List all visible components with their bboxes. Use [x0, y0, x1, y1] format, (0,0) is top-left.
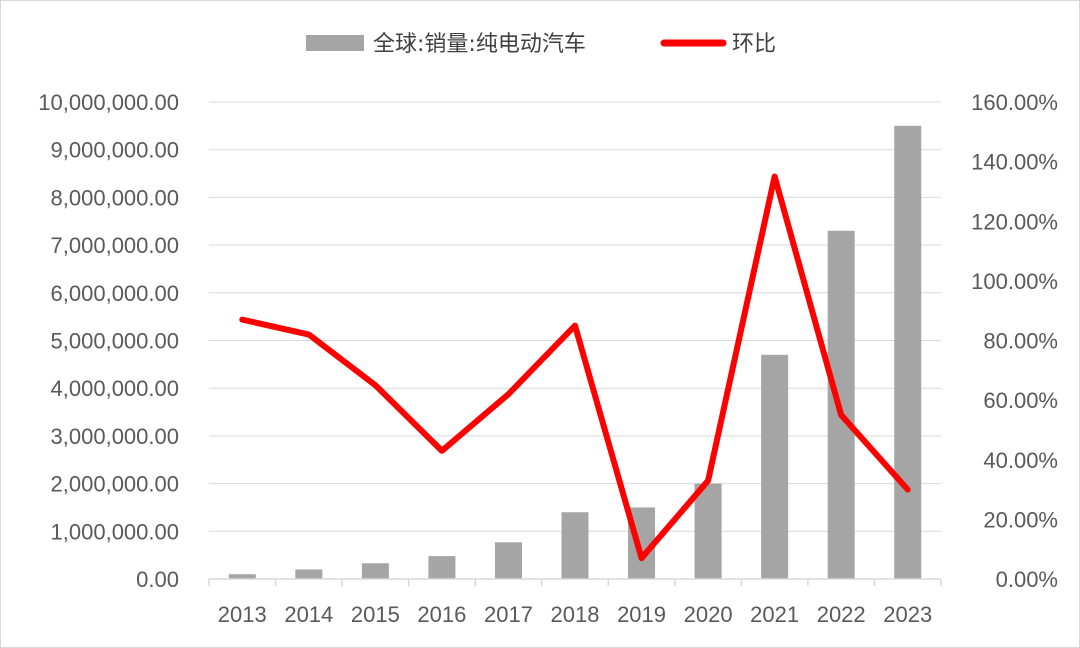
left-tick-label: 5,000,000.00: [51, 329, 179, 354]
legend: 全球:销量:纯电动汽车 环比: [306, 32, 776, 57]
x-tick-label: 2013: [218, 602, 267, 627]
left-tick-label: 0.00: [136, 567, 179, 592]
bar-2017: [494, 542, 522, 579]
axes: [208, 578, 942, 586]
x-tick-label: 2016: [417, 602, 466, 627]
legend-bar-swatch: [306, 35, 364, 51]
x-tick-label: 2023: [883, 602, 932, 627]
x-tick-label: 2014: [284, 602, 333, 627]
bar-2014: [295, 569, 323, 579]
left-tick-label: 10,000,000.00: [38, 90, 179, 115]
left-tick-label: 2,000,000.00: [51, 472, 179, 497]
right-tick-label: 0.00%: [996, 567, 1058, 592]
x-tick-label: 2017: [484, 602, 533, 627]
left-tick-label: 3,000,000.00: [51, 424, 179, 449]
line-growth-rate: [239, 173, 911, 562]
x-tick-label: 2021: [750, 602, 799, 627]
right-tick-label: 160.00%: [971, 90, 1058, 115]
right-tick-label: 100.00%: [971, 269, 1058, 294]
bar-2015: [361, 563, 389, 579]
x-tick-label: 2015: [351, 602, 400, 627]
left-tick-label: 7,000,000.00: [51, 233, 179, 258]
bar-2018: [561, 512, 589, 579]
right-tick-label: 60.00%: [983, 388, 1058, 413]
bar-2013: [228, 574, 256, 579]
bar-2023: [894, 125, 922, 579]
x-tick-label: 2020: [684, 602, 733, 627]
right-tick-label: 80.00%: [983, 329, 1058, 354]
gridlines: [209, 101, 941, 532]
bar-2020: [694, 483, 722, 579]
bar-2021: [761, 354, 789, 579]
left-tick-label: 1,000,000.00: [51, 519, 179, 544]
x-tick-label: 2019: [617, 602, 666, 627]
line-series: [239, 173, 911, 562]
x-tick-label: 2022: [817, 602, 866, 627]
left-tick-label: 4,000,000.00: [51, 376, 179, 401]
legend-line-label: 环比: [732, 32, 776, 57]
right-tick-label: 140.00%: [971, 150, 1058, 175]
right-tick-label: 40.00%: [983, 448, 1058, 473]
right-tick-label: 120.00%: [971, 209, 1058, 234]
left-tick-label: 8,000,000.00: [51, 185, 179, 210]
left-tick-label: 9,000,000.00: [51, 138, 179, 163]
right-axis-tick-labels: 0.00% 20.00% 40.00% 60.00% 80.00% 100.00% 120.…: [971, 90, 1058, 592]
x-axis-tick-labels: 2013 2014 2015 2016 2017 2018 2019 2020 2021 2022…: [218, 602, 932, 627]
left-axis-tick-labels: 0.00 1,000,000.00 2,000,000.00 3,000,000.00…: [38, 90, 179, 592]
bar-2016: [428, 556, 456, 579]
left-tick-label: 6,000,000.00: [51, 281, 179, 306]
legend-bar-label: 全球:销量:纯电动汽车: [373, 32, 586, 57]
right-tick-label: 20.00%: [983, 507, 1058, 532]
x-tick-label: 2018: [551, 602, 600, 627]
